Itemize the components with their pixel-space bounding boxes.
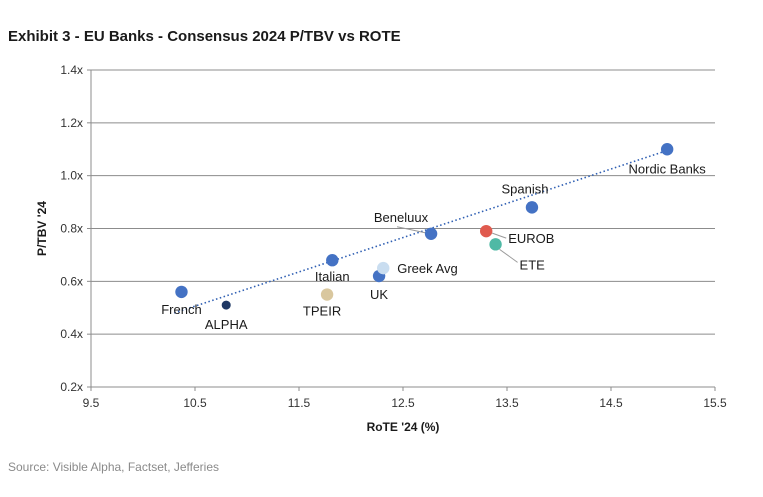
x-tick-label: 13.5 bbox=[495, 396, 519, 410]
x-tick-label: 9.5 bbox=[83, 396, 100, 410]
y-axis-label: P/TBV '24 bbox=[35, 201, 49, 256]
x-tick-label: 10.5 bbox=[183, 396, 207, 410]
y-tick-label: 0.6x bbox=[60, 274, 83, 288]
x-tick-label: 15.5 bbox=[703, 396, 727, 410]
point-label: EUROB bbox=[508, 231, 554, 246]
trendline bbox=[173, 151, 664, 314]
y-tick-label: 0.8x bbox=[60, 222, 83, 236]
y-tick-label: 1.4x bbox=[60, 63, 83, 77]
data-point bbox=[489, 238, 502, 251]
x-tick-labels: 9.5 10.5 11.5 12.5 13.5 14.5 15.5 bbox=[83, 396, 727, 410]
leader-line bbox=[492, 232, 507, 239]
data-point bbox=[480, 224, 493, 238]
y-tick-labels: 0.2x 0.4x 0.6x 0.8x 1.0x 1.2x 1.4x bbox=[60, 63, 83, 394]
point-label: Spanish bbox=[501, 181, 548, 196]
leader-line bbox=[499, 248, 518, 263]
data-point bbox=[221, 300, 231, 310]
data-point bbox=[175, 285, 188, 299]
data-point bbox=[326, 254, 339, 267]
x-tick-label: 12.5 bbox=[391, 396, 415, 410]
y-tick-label: 0.4x bbox=[60, 327, 83, 341]
scatter-chart: 0.2x 0.4x 0.6x 0.8x 1.0x 1.2x 1.4x 9.5 10.5 11.5… bbox=[35, 63, 727, 434]
point-label: ETE bbox=[520, 257, 546, 272]
point-label: UK bbox=[370, 287, 388, 302]
data-point bbox=[377, 261, 390, 275]
data-point bbox=[320, 288, 334, 301]
y-tick-label: 0.2x bbox=[60, 380, 83, 394]
point-label: Italian bbox=[315, 269, 350, 284]
y-tick-label: 1.2x bbox=[60, 116, 83, 130]
x-tick-label: 14.5 bbox=[599, 396, 623, 410]
axes bbox=[87, 69, 716, 391]
source-note: Source: Visible Alpha, Factset, Jefferie… bbox=[8, 460, 220, 474]
point-label: Nordic Banks bbox=[629, 161, 707, 176]
label-leader-lines bbox=[396, 226, 518, 263]
data-point bbox=[424, 227, 438, 240]
point-label: ALPHA bbox=[205, 317, 248, 332]
trendline-path bbox=[173, 151, 664, 314]
chart-title: Exhibit 3 - EU Banks - Consensus 2024 P/… bbox=[8, 28, 401, 45]
x-tick-label: 11.5 bbox=[288, 396, 311, 410]
point-label: French bbox=[161, 302, 201, 317]
point-label: Greek Avg bbox=[397, 261, 457, 276]
data-points bbox=[175, 143, 674, 310]
data-point bbox=[660, 143, 674, 156]
data-point bbox=[525, 201, 539, 214]
point-label: Beneluux bbox=[374, 210, 429, 225]
point-labels: French ALPHA Italian TPEIR UK Greek Avg Benelu… bbox=[161, 161, 706, 332]
y-tick-label: 1.0x bbox=[60, 169, 83, 183]
point-label: TPEIR bbox=[303, 304, 341, 319]
leader-line bbox=[396, 226, 426, 234]
x-axis-label: RoTE '24 (%) bbox=[367, 420, 440, 434]
